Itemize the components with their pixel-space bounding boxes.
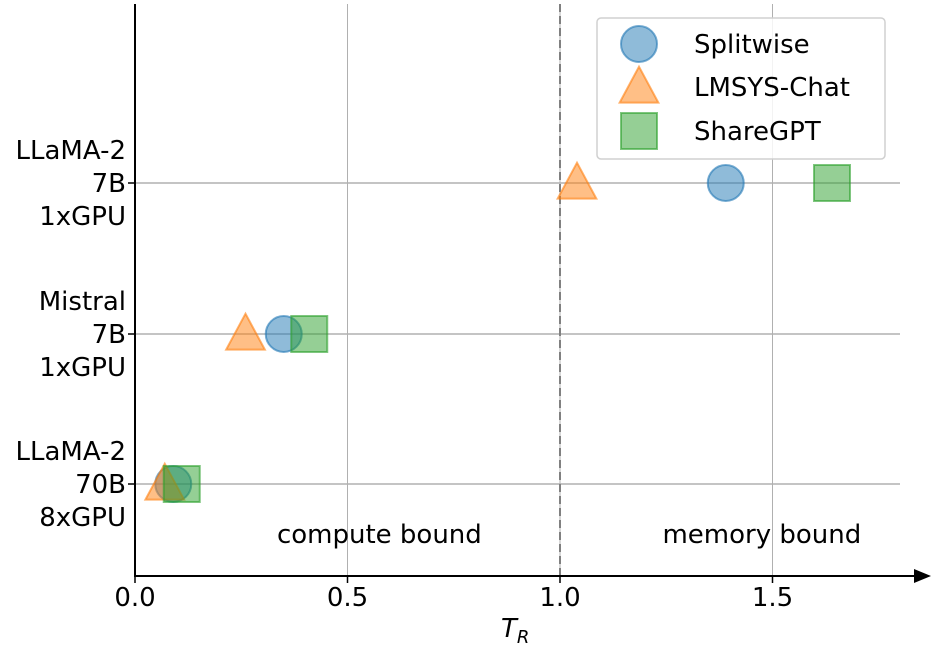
legend-splitwise-label: Splitwise — [694, 30, 810, 60]
x-tick-label: 0.0 — [114, 583, 155, 613]
lmsys-chat-marker — [555, 160, 599, 200]
x-axis-label: TR — [501, 614, 529, 645]
splitwise-marker — [706, 164, 745, 202]
region-annotation: memory bound — [662, 520, 861, 550]
y-tick-label-line: 1xGPU — [39, 202, 126, 232]
y-tick-label-line: Mistral — [39, 287, 126, 317]
axes-layer — [128, 4, 931, 583]
y-tick-label-line: 70B — [75, 470, 126, 500]
x-tick-labels: 0.0 0.5 1.0 1.5 — [114, 583, 793, 613]
legend-lmsys-chat-label: LMSYS-Chat — [694, 73, 850, 103]
y-tick-label-line: 8xGPU — [39, 503, 126, 533]
marker-layer — [143, 160, 851, 503]
x-tick-label: 1.5 — [752, 583, 793, 613]
region-annotation: compute bound — [277, 520, 482, 550]
legend-splitwise-marker — [620, 25, 658, 63]
legend-sharegpt-label: ShareGPT — [694, 117, 821, 147]
sharegpt-marker — [813, 164, 851, 202]
legend-sharegpt-marker — [620, 112, 658, 150]
x-axis-title: TR — [501, 614, 529, 645]
y-tick-label: LLaMA-2 7B 1xGPU — [16, 136, 126, 232]
x-tick-label: 1.0 — [539, 583, 580, 613]
x-tick-label: 0.5 — [327, 583, 368, 613]
y-tick-label-line: LLaMA-2 — [16, 437, 126, 467]
sharegpt-marker — [290, 315, 329, 353]
annotation-layer: compute bound memory bound — [277, 520, 861, 550]
x-axis-title-main: T — [501, 614, 519, 644]
x-axis-title-subscript: R — [517, 627, 530, 645]
sharegpt-marker — [162, 465, 201, 503]
y-tick-label-line: LLaMA-2 — [16, 136, 126, 166]
y-tick-label-line: 7B — [92, 320, 126, 350]
y-tick-label-line: 7B — [92, 169, 126, 199]
lmsys-chat-marker — [224, 311, 267, 351]
legend-box — [596, 17, 886, 160]
legend: Splitwise LMSYS-Chat ShareGPT — [596, 17, 886, 160]
y-tick-label: Mistral 7B 1xGPU — [39, 287, 126, 383]
y-tick-label-line: 1xGPU — [39, 353, 126, 383]
legend-lmsys-chat-marker — [617, 64, 661, 104]
y-tick-label: LLaMA-2 70B 8xGPU — [16, 437, 126, 533]
x-axis-arrowhead — [914, 569, 931, 583]
